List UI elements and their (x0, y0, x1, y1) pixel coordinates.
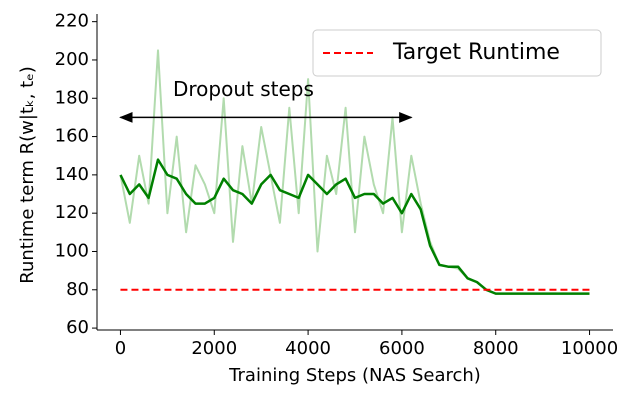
y-tick-label: 100 (55, 240, 89, 261)
x-tick-label: 10000 (561, 338, 618, 359)
x-tick-label: 6000 (379, 338, 425, 359)
y-tick-label: 160 (55, 126, 89, 147)
y-tick-label: 200 (55, 49, 89, 70)
y-tick-label: 180 (55, 87, 89, 108)
x-tick-label: 8000 (473, 338, 519, 359)
x-tick-label: 4000 (285, 338, 331, 359)
annotation-text: Dropout steps (173, 77, 314, 101)
y-tick-label: 220 (55, 11, 89, 32)
series-line (119, 158, 590, 295)
legend-label: Target Runtime (392, 40, 560, 65)
x-axis-label: Training Steps (NAS Search) (228, 365, 481, 386)
x-tick-label: 2000 (191, 338, 237, 359)
x-tick-label: 0 (115, 338, 126, 359)
y-tick-label: 60 (66, 317, 89, 338)
y-tick-label: 120 (55, 202, 89, 223)
y-tick-label: 140 (55, 164, 89, 185)
legend-box (312, 29, 602, 77)
y-axis-label: Runtime term R(w|tₖ, tₑ) (17, 66, 38, 283)
y-tick-label: 80 (66, 279, 89, 300)
